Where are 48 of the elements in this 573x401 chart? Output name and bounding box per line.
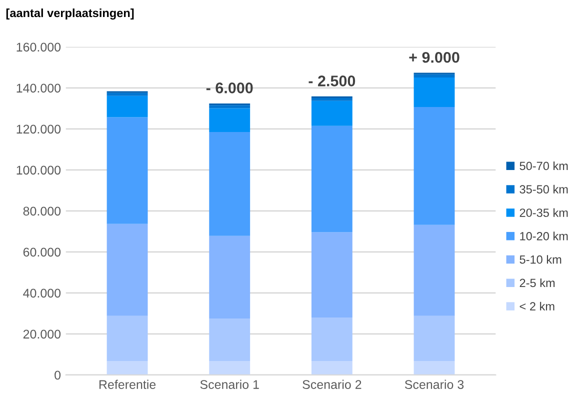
bar	[209, 105, 250, 108]
x-tick-label: Scenario 2	[302, 380, 362, 389]
bar	[311, 318, 352, 361]
bar	[311, 126, 352, 232]
legend-label: 10-20 km	[520, 232, 568, 240]
annotation: - 2.500	[308, 76, 356, 86]
annotation: + 9.000	[409, 52, 460, 63]
y-tick-label: 100.000	[16, 166, 61, 175]
bar	[414, 224, 455, 316]
y-tick-label: 60.000	[23, 248, 61, 257]
legend-label: 2-5 km	[520, 278, 555, 288]
legend-label: < 2 km	[520, 302, 554, 310]
bar	[311, 360, 352, 375]
bar	[106, 117, 148, 224]
legend-label: 50-70 km	[520, 161, 568, 170]
x-tick-label: Scenario 3	[404, 380, 464, 389]
x-tick-label: Scenario 1	[200, 380, 259, 389]
chart-title: [aantal verplaatsingen]	[6, 8, 134, 20]
bar	[106, 96, 148, 118]
bar	[209, 360, 250, 375]
bar	[414, 316, 455, 361]
bar	[106, 316, 148, 361]
legend-label: 35-50 km	[520, 184, 568, 194]
bar	[414, 360, 455, 375]
bar	[311, 100, 352, 126]
bar	[106, 224, 148, 316]
y-tick-label: 20.000	[23, 330, 61, 339]
bar	[311, 232, 352, 318]
bar	[106, 360, 148, 375]
y-tick-label: 120.000	[16, 124, 61, 134]
y-tick-label: 80.000	[23, 206, 61, 216]
y-tick-label: 160.000	[16, 42, 61, 52]
legend-label: 20-35 km	[520, 208, 568, 217]
bar	[414, 106, 455, 225]
bar	[209, 318, 250, 361]
legend-label: 5-10 km	[520, 255, 562, 264]
y-tick-label: 140.000	[16, 84, 61, 93]
bar	[311, 98, 352, 101]
bar	[414, 77, 455, 107]
bar	[209, 108, 250, 132]
bar	[106, 92, 148, 96]
x-tick-label: Referentie	[99, 380, 156, 389]
annotation: - 6.000	[206, 82, 253, 94]
y-tick-label: 0	[54, 370, 61, 380]
y-tick-label: 40.000	[23, 288, 61, 298]
bar	[414, 74, 455, 78]
bar	[209, 132, 250, 236]
bar	[209, 236, 250, 319]
